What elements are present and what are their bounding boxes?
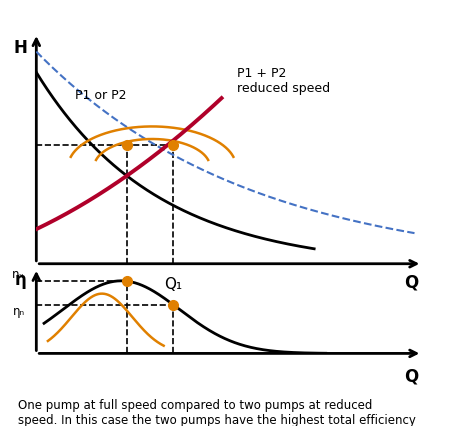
Text: Q₁: Q₁: [164, 277, 183, 292]
Text: Q: Q: [404, 273, 419, 291]
Text: Q: Q: [404, 366, 419, 384]
Text: ηₙ: ηₙ: [13, 304, 25, 317]
Text: P1 + P2
reduced speed: P1 + P2 reduced speed: [237, 66, 330, 95]
Text: P1 or P2: P1 or P2: [75, 89, 126, 101]
Text: ηₓ: ηₓ: [12, 268, 25, 281]
Text: η: η: [15, 270, 27, 288]
Text: H: H: [14, 39, 28, 57]
Text: One pump at full speed compared to two pumps at reduced
speed. In this case the : One pump at full speed compared to two p…: [18, 398, 416, 426]
